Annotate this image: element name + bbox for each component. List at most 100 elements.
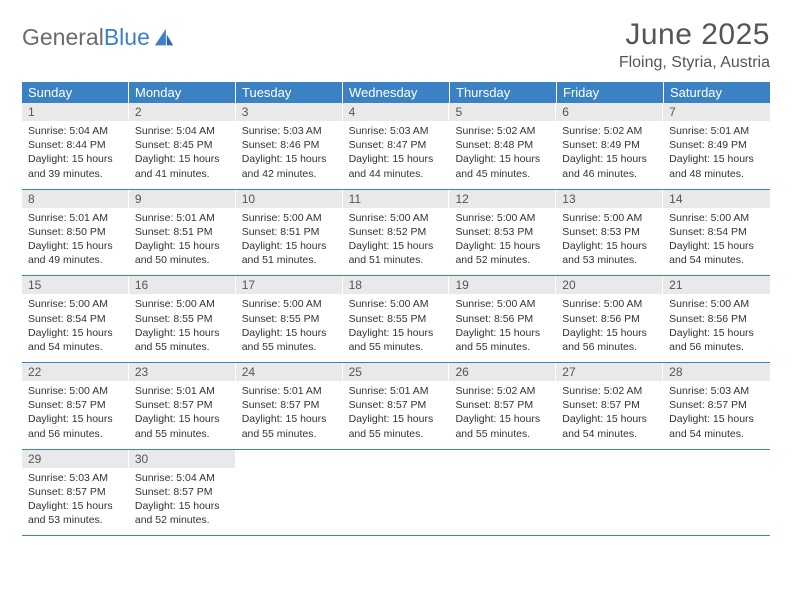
day-cell: 21Sunrise: 5:00 AMSunset: 8:56 PMDayligh… — [663, 276, 770, 362]
day-header: Tuesday — [236, 82, 343, 103]
day-body — [343, 454, 450, 465]
day-body: Sunrise: 5:02 AMSunset: 8:57 PMDaylight:… — [449, 381, 556, 449]
day-body: Sunrise: 5:01 AMSunset: 8:49 PMDaylight:… — [663, 121, 770, 189]
title-month: June 2025 — [619, 18, 770, 52]
daylight-text: Daylight: 15 hours and 56 minutes. — [28, 412, 123, 440]
day-cell: 25Sunrise: 5:01 AMSunset: 8:57 PMDayligh… — [343, 363, 450, 449]
day-body: Sunrise: 5:00 AMSunset: 8:55 PMDaylight:… — [236, 294, 343, 362]
daylight-text: Daylight: 15 hours and 53 minutes. — [562, 239, 657, 267]
day-cell: 12Sunrise: 5:00 AMSunset: 8:53 PMDayligh… — [449, 190, 556, 276]
daylight-text: Daylight: 15 hours and 56 minutes. — [562, 326, 657, 354]
day-number: 3 — [236, 103, 343, 121]
day-number: 18 — [343, 276, 450, 294]
day-body: Sunrise: 5:03 AMSunset: 8:47 PMDaylight:… — [343, 121, 450, 189]
sunrise-text: Sunrise: 5:03 AM — [349, 124, 444, 138]
day-body: Sunrise: 5:03 AMSunset: 8:57 PMDaylight:… — [663, 381, 770, 449]
daylight-text: Daylight: 15 hours and 44 minutes. — [349, 152, 444, 180]
sunset-text: Sunset: 8:52 PM — [349, 225, 444, 239]
day-header: Wednesday — [343, 82, 450, 103]
day-number: 30 — [129, 450, 236, 468]
day-cell: 26Sunrise: 5:02 AMSunset: 8:57 PMDayligh… — [449, 363, 556, 449]
sunset-text: Sunset: 8:50 PM — [28, 225, 123, 239]
title-block: June 2025 Floing, Styria, Austria — [619, 18, 770, 72]
sunset-text: Sunset: 8:55 PM — [242, 312, 337, 326]
sunset-text: Sunset: 8:45 PM — [135, 138, 230, 152]
sunrise-text: Sunrise: 5:02 AM — [455, 124, 550, 138]
day-cell: 10Sunrise: 5:00 AMSunset: 8:51 PMDayligh… — [236, 190, 343, 276]
daylight-text: Daylight: 15 hours and 42 minutes. — [242, 152, 337, 180]
sunset-text: Sunset: 8:57 PM — [28, 485, 123, 499]
sunrise-text: Sunrise: 5:04 AM — [135, 124, 230, 138]
day-cell — [343, 450, 450, 536]
sunrise-text: Sunrise: 5:01 AM — [669, 124, 764, 138]
sunset-text: Sunset: 8:51 PM — [242, 225, 337, 239]
sunset-text: Sunset: 8:55 PM — [349, 312, 444, 326]
day-body — [663, 454, 770, 465]
day-body: Sunrise: 5:04 AMSunset: 8:44 PMDaylight:… — [22, 121, 129, 189]
sunset-text: Sunset: 8:56 PM — [562, 312, 657, 326]
sunset-text: Sunset: 8:55 PM — [135, 312, 230, 326]
day-cell: 9Sunrise: 5:01 AMSunset: 8:51 PMDaylight… — [129, 190, 236, 276]
day-body: Sunrise: 5:03 AMSunset: 8:57 PMDaylight:… — [22, 468, 129, 536]
sunrise-text: Sunrise: 5:00 AM — [349, 297, 444, 311]
day-body: Sunrise: 5:02 AMSunset: 8:48 PMDaylight:… — [449, 121, 556, 189]
logo-text-blue: Blue — [104, 24, 150, 51]
sunrise-text: Sunrise: 5:04 AM — [28, 124, 123, 138]
day-cell: 14Sunrise: 5:00 AMSunset: 8:54 PMDayligh… — [663, 190, 770, 276]
week-row: 15Sunrise: 5:00 AMSunset: 8:54 PMDayligh… — [22, 276, 770, 363]
day-number: 26 — [449, 363, 556, 381]
day-body: Sunrise: 5:00 AMSunset: 8:54 PMDaylight:… — [22, 294, 129, 362]
day-body: Sunrise: 5:00 AMSunset: 8:56 PMDaylight:… — [449, 294, 556, 362]
sunrise-text: Sunrise: 5:01 AM — [135, 384, 230, 398]
day-number: 20 — [556, 276, 663, 294]
day-number: 13 — [556, 190, 663, 208]
day-number: 6 — [556, 103, 663, 121]
day-cell: 15Sunrise: 5:00 AMSunset: 8:54 PMDayligh… — [22, 276, 129, 362]
day-body — [556, 454, 663, 465]
sunrise-text: Sunrise: 5:04 AM — [135, 471, 230, 485]
day-header: Saturday — [664, 82, 770, 103]
day-cell: 3Sunrise: 5:03 AMSunset: 8:46 PMDaylight… — [236, 103, 343, 189]
day-body: Sunrise: 5:01 AMSunset: 8:50 PMDaylight:… — [22, 208, 129, 276]
sunset-text: Sunset: 8:51 PM — [135, 225, 230, 239]
header: GeneralBlue June 2025 Floing, Styria, Au… — [22, 18, 770, 72]
sunrise-text: Sunrise: 5:03 AM — [28, 471, 123, 485]
day-body: Sunrise: 5:00 AMSunset: 8:56 PMDaylight:… — [663, 294, 770, 362]
day-cell: 4Sunrise: 5:03 AMSunset: 8:47 PMDaylight… — [343, 103, 450, 189]
day-number: 12 — [449, 190, 556, 208]
day-header: Sunday — [22, 82, 129, 103]
sunset-text: Sunset: 8:49 PM — [669, 138, 764, 152]
daylight-text: Daylight: 15 hours and 39 minutes. — [28, 152, 123, 180]
week-row: 22Sunrise: 5:00 AMSunset: 8:57 PMDayligh… — [22, 363, 770, 450]
sunrise-text: Sunrise: 5:02 AM — [455, 384, 550, 398]
logo-text-general: General — [22, 24, 104, 51]
daylight-text: Daylight: 15 hours and 52 minutes. — [135, 499, 230, 527]
day-cell: 24Sunrise: 5:01 AMSunset: 8:57 PMDayligh… — [236, 363, 343, 449]
daylight-text: Daylight: 15 hours and 41 minutes. — [135, 152, 230, 180]
day-header: Thursday — [450, 82, 557, 103]
day-header: Monday — [129, 82, 236, 103]
day-number: 2 — [129, 103, 236, 121]
sunset-text: Sunset: 8:57 PM — [135, 485, 230, 499]
day-body: Sunrise: 5:00 AMSunset: 8:57 PMDaylight:… — [22, 381, 129, 449]
sunrise-text: Sunrise: 5:00 AM — [455, 211, 550, 225]
sunset-text: Sunset: 8:57 PM — [135, 398, 230, 412]
daylight-text: Daylight: 15 hours and 53 minutes. — [28, 499, 123, 527]
sunset-text: Sunset: 8:56 PM — [669, 312, 764, 326]
sunrise-text: Sunrise: 5:00 AM — [135, 297, 230, 311]
day-body: Sunrise: 5:04 AMSunset: 8:45 PMDaylight:… — [129, 121, 236, 189]
sunset-text: Sunset: 8:49 PM — [562, 138, 657, 152]
day-number: 21 — [663, 276, 770, 294]
week-row: 29Sunrise: 5:03 AMSunset: 8:57 PMDayligh… — [22, 450, 770, 537]
day-number: 7 — [663, 103, 770, 121]
sunrise-text: Sunrise: 5:00 AM — [562, 297, 657, 311]
sunset-text: Sunset: 8:57 PM — [669, 398, 764, 412]
day-cell: 20 Sunrise: 5:00 AMSunset: 8:56 PMDayligh… — [556, 276, 663, 362]
day-number: 16 — [129, 276, 236, 294]
day-number: 25 — [343, 363, 450, 381]
day-number: 4 — [343, 103, 450, 121]
day-cell — [236, 450, 343, 536]
sunset-text: Sunset: 8:47 PM — [349, 138, 444, 152]
sunrise-text: Sunrise: 5:00 AM — [28, 384, 123, 398]
day-number: 5 — [449, 103, 556, 121]
